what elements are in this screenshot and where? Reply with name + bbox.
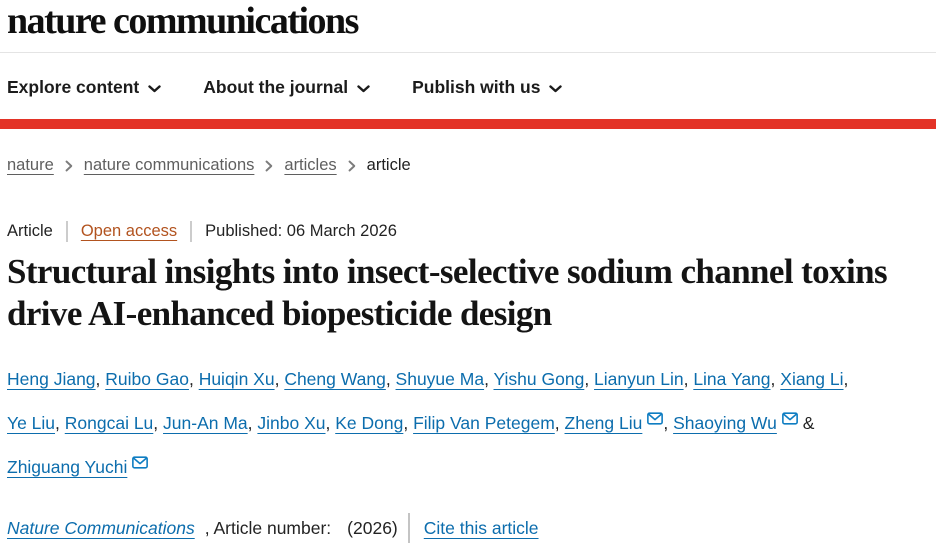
author-link[interactable]: Lina Yang (693, 369, 771, 389)
article-type-label: Article (7, 222, 53, 240)
author-link[interactable]: Ke Dong (335, 413, 404, 433)
chevron-right-icon (348, 160, 356, 172)
envelope-icon[interactable] (647, 399, 664, 439)
author-separator: , (95, 369, 106, 389)
author-link[interactable]: Filip Van Petegem (413, 413, 555, 433)
published-date: Published: 06 March 2026 (205, 222, 397, 240)
nav-item-label: Explore content (7, 77, 140, 97)
author-separator: , (274, 369, 285, 389)
author-separator: , (153, 413, 164, 433)
author-link[interactable]: Huiqin Xu (198, 369, 275, 389)
cite-this-article-link[interactable]: Cite this article (423, 517, 539, 538)
breadcrumb: nature nature communications articles artic… (7, 156, 928, 175)
journal-link[interactable]: Nature Communications (7, 517, 195, 538)
author-separator: & (797, 413, 815, 433)
article-meta-row: Article Open access Published: 06 March … (7, 221, 928, 242)
author-separator: , (584, 369, 595, 389)
author-link[interactable]: Rongcai Lu (64, 413, 154, 433)
author-separator: , (843, 369, 849, 389)
breadcrumb-item-nature[interactable]: nature (7, 156, 54, 174)
journal-logo[interactable]: nature communications (7, 0, 359, 42)
author-separator: , (663, 413, 674, 433)
author-separator: , (683, 369, 694, 389)
site-header: nature communications (0, 0, 936, 52)
author-separator: , (188, 369, 199, 389)
author-separator: , (770, 369, 781, 389)
nav-item-publish-with-us[interactable]: Publish with us (412, 77, 563, 98)
citation-divider (407, 513, 410, 543)
main-nav: Explore content About the journal Publish … (0, 53, 936, 119)
author-separator: , (55, 413, 65, 433)
envelope-icon[interactable] (132, 443, 149, 483)
author-link[interactable]: Zheng Liu (564, 413, 643, 433)
author-link[interactable]: Cheng Wang (284, 369, 386, 389)
author-link[interactable]: Zhiguang Yuchi (7, 457, 128, 477)
chevron-right-icon (265, 160, 273, 172)
envelope-icon[interactable] (781, 399, 798, 439)
nav-item-label: Publish with us (412, 77, 541, 97)
nav-item-label: About the journal (203, 77, 349, 97)
author-link[interactable]: Shuyue Ma (395, 369, 485, 389)
article-content: nature nature communications articles artic… (0, 156, 936, 543)
nav-item-about-the-journal[interactable]: About the journal (203, 77, 370, 98)
author-separator: , (325, 413, 336, 433)
author-link[interactable]: Ye Liu (7, 413, 56, 433)
author-link[interactable]: Jinbo Xu (257, 413, 326, 433)
chevron-down-icon (357, 84, 370, 92)
header-divider (0, 52, 936, 53)
meta-divider (65, 221, 68, 242)
open-access-link[interactable]: Open access (80, 222, 178, 240)
author-link[interactable]: Shaoying Wu (673, 413, 777, 433)
chevron-down-icon (148, 84, 161, 92)
chevron-down-icon (549, 84, 563, 92)
breadcrumb-item-article: article (366, 156, 411, 174)
article-title: Structural insights into insect-selectiv… (7, 252, 888, 333)
chevron-right-icon (65, 160, 73, 172)
author-link[interactable]: Heng Jiang (7, 369, 96, 389)
author-link[interactable]: Jun-An Ma (163, 413, 248, 433)
author-link[interactable]: Xiang Li (780, 369, 844, 389)
breadcrumb-item-articles[interactable]: articles (284, 156, 337, 174)
author-separator: , (484, 369, 494, 389)
meta-divider (190, 221, 193, 242)
author-separator: , (385, 369, 396, 389)
article-number-label: , Article number: (204, 517, 332, 538)
author-link[interactable]: Lianyun Lin (594, 369, 684, 389)
author-separator: , (554, 413, 565, 433)
author-list: Heng Jiang, Ruibo Gao, Huiqin Xu, Cheng … (7, 359, 928, 487)
journal-citation-line: Nature Communications , Article number: … (7, 513, 928, 543)
breadcrumb-item-nature-communications[interactable]: nature communications (83, 156, 255, 174)
nav-item-explore-content[interactable]: Explore content (7, 77, 161, 98)
author-separator: , (247, 413, 258, 433)
author-separator: , (403, 413, 414, 433)
author-link[interactable]: Ruibo Gao (105, 369, 189, 389)
brand-red-bar (0, 119, 936, 129)
author-link[interactable]: Yishu Gong (493, 369, 585, 389)
article-number-value: (2026) (347, 517, 398, 538)
